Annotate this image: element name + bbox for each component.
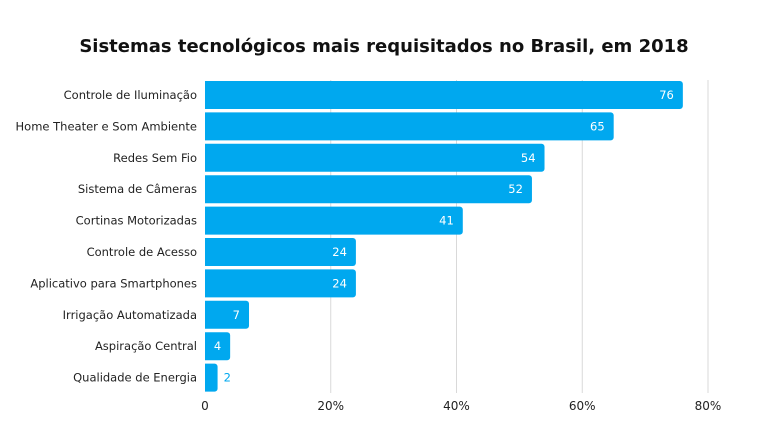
data-label: 2 (224, 371, 231, 385)
x-tick-label: 40% (443, 399, 470, 413)
bar (205, 238, 356, 266)
x-tick-label: 80% (695, 399, 722, 413)
category-label: Qualidade de Energia (73, 371, 197, 385)
category-label: Controle de Acesso (87, 245, 197, 259)
bar (205, 300, 250, 329)
bar (205, 175, 532, 204)
bar (205, 112, 614, 141)
category-label: Controle de Iluminação (64, 88, 197, 102)
x-tick-label: 0 (201, 399, 209, 413)
category-label: Cortinas Motorizadas (76, 214, 197, 228)
bar (205, 363, 218, 392)
x-tick-label: 60% (569, 399, 596, 413)
bar (205, 332, 231, 361)
bar (205, 143, 545, 172)
category-label: Aplicativo para Smartphones (30, 276, 197, 290)
data-label: 24 (332, 276, 347, 290)
category-label: Aspiração Central (95, 339, 197, 353)
category-label: Irrigação Automatizada (63, 308, 197, 322)
data-label: 41 (439, 214, 454, 228)
data-label: 54 (521, 151, 536, 165)
data-label: 4 (214, 339, 221, 353)
bar (204, 81, 683, 109)
category-label: Redes Sem Fio (113, 151, 197, 165)
category-label: Home Theater e Som Ambiente (16, 119, 197, 133)
data-label: 24 (332, 245, 347, 259)
bar (205, 206, 463, 235)
data-label: 7 (233, 308, 240, 322)
chart-title: Sistemas tecnológicos mais requisitados … (79, 36, 688, 57)
bar (205, 269, 356, 298)
data-label: 76 (659, 88, 674, 102)
data-label: 52 (508, 182, 523, 196)
category-label: Sistema de Câmeras (78, 182, 197, 196)
x-tick-label: 20% (317, 399, 344, 413)
data-label: 65 (590, 119, 605, 133)
